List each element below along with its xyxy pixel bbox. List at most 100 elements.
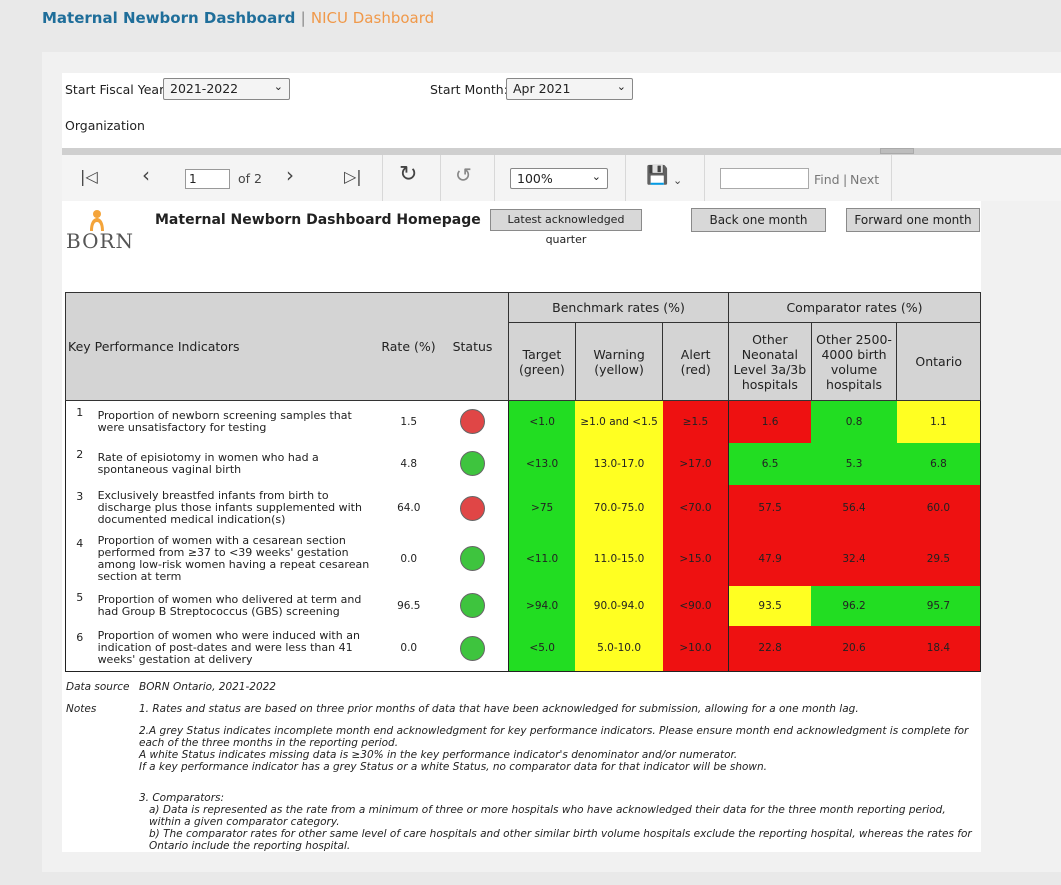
chevron-down-icon[interactable]: ⌄ (673, 174, 683, 187)
kpi-number: 2 (76, 447, 84, 461)
kpi-header: Key Performance Indicators (68, 339, 240, 354)
rate-header: Rate (%) (381, 339, 436, 354)
other-level-cell: 47.9 (728, 531, 812, 586)
kpi-row: 1 Proportion of newborn screening samples… (66, 400, 981, 443)
kpi-number: 5 (76, 590, 84, 604)
kpi-row: 3 Exclusively breastfed infants from birt… (66, 484, 981, 532)
maternal-newborn-link[interactable]: Maternal Newborn Dashboard (42, 9, 296, 27)
other-volume-cell: 32.4 (811, 531, 897, 586)
kpi-name: Exclusively breastfed infants from birth… (97, 489, 362, 526)
alert-cell: <90.0 (662, 585, 729, 626)
kpi-rate: 0.0 (400, 552, 418, 565)
ontario-cell: 95.7 (896, 585, 981, 626)
status-green-icon (460, 546, 486, 571)
kpi-row: 2 Rate of episiotomy in women who had a s… (66, 442, 981, 485)
other-volume-header: Other 2500-4000 birth volume hospitals (810, 322, 898, 401)
parameter-splitter[interactable] (62, 148, 1061, 155)
organization-label: Organization (65, 118, 145, 133)
kpi-name: Proportion of women who delivered at ter… (97, 592, 362, 618)
zoom-value: 100% (517, 171, 553, 186)
ontario-cell: 18.4 (896, 625, 981, 672)
latest-acknowledged-quarter-button[interactable]: Latest acknowledged quarter (490, 209, 642, 246)
data-source-value: BORN Ontario, 2021-2022 (139, 681, 276, 693)
status-green-icon (460, 451, 486, 476)
parameters-area: Start Fiscal Year: 2021-2022 ⌄ Start Mon… (62, 73, 1061, 153)
refresh-icon[interactable]: ↻ (399, 162, 418, 187)
other-volume-cell: 20.6 (811, 625, 897, 672)
find-link[interactable]: Find (814, 172, 840, 187)
back-one-month-button[interactable]: Back one month (691, 208, 826, 232)
kpi-rate: 0.0 (400, 642, 418, 655)
kpi-name: Proportion of women who were induced wit… (97, 629, 360, 667)
warning-cell: ≥1.0 and <1.5 (575, 400, 663, 443)
kpi-rate: 96.5 (397, 599, 421, 612)
kpi-number: 4 (76, 536, 84, 550)
kpi-status-cell (437, 401, 508, 443)
report-toolbar: |◁ ‹ 1 of 2 › ▷| ↻ ↺ 100% ⌄ 💾 ⌄ Find | N… (62, 155, 1061, 201)
fiscal-year-label: Start Fiscal Year: (65, 82, 169, 97)
data-source-label: Data source (66, 681, 130, 693)
last-page-icon[interactable]: ▷| (344, 167, 362, 186)
nicu-dashboard-link[interactable]: NICU Dashboard (310, 9, 435, 27)
kpi-table: Key Performance Indicators Rate (%) Stat… (65, 292, 981, 672)
forward-one-month-button[interactable]: Forward one month (846, 208, 980, 232)
kpi-row: 6 Proportion of women who were induced wi… (66, 625, 981, 672)
note-2c: If a key performance indicator has a gre… (139, 761, 767, 773)
back-arrow-icon[interactable]: ↺ (455, 163, 472, 187)
target-cell: <1.0 (508, 400, 576, 443)
benchmark-header: Benchmark rates (%) (508, 292, 729, 323)
zoom-select[interactable]: 100% ⌄ (510, 168, 608, 189)
fiscal-year-value: 2021-2022 (170, 81, 239, 96)
kpi-table-body: 1 Proportion of newborn screening samples… (66, 400, 981, 672)
kpi-rate: 64.0 (397, 502, 421, 514)
other-level-cell: 6.5 (728, 442, 812, 485)
kpi-status-cell (437, 626, 508, 672)
page-number-input[interactable]: 1 (185, 169, 230, 189)
top-nav: Maternal Newborn Dashboard | NICU Dashbo… (42, 9, 434, 27)
warning-cell: 5.0-10.0 (575, 625, 663, 672)
find-separator: | (843, 172, 848, 187)
previous-page-icon[interactable]: ‹ (142, 163, 150, 187)
ontario-header: Ontario (896, 322, 981, 401)
other-level-cell: 1.6 (728, 400, 812, 443)
status-red-icon (460, 409, 486, 435)
next-page-icon[interactable]: › (286, 163, 294, 187)
collapse-handle[interactable] (880, 148, 914, 154)
kpi-number: 1 (76, 406, 84, 419)
notes-section: Data source BORN Ontario, 2021-2022 Note… (66, 681, 978, 852)
alert-cell: <70.0 (662, 484, 729, 532)
alert-cell: >10.0 (662, 625, 729, 672)
status-green-icon (460, 593, 486, 618)
other-volume-cell: 96.2 (811, 585, 897, 626)
kpi-status-cell (437, 443, 508, 485)
warning-cell: 90.0-94.0 (575, 585, 663, 626)
target-cell: >94.0 (508, 585, 576, 626)
other-level-cell: 93.5 (728, 585, 812, 626)
next-link[interactable]: Next (850, 172, 880, 187)
ontario-cell: 1.1 (896, 400, 981, 443)
save-icon[interactable]: 💾 (646, 165, 669, 186)
other-level-cell: 22.8 (728, 625, 812, 672)
kpi-row: 5 Proportion of women who delivered at te… (66, 585, 981, 626)
other-volume-cell: 5.3 (811, 442, 897, 485)
kpi-number: 3 (76, 489, 84, 503)
note-3b: b) The comparator rates for other same l… (149, 828, 972, 852)
ontario-cell: 6.8 (896, 442, 981, 485)
month-select[interactable]: Apr 2021 ⌄ (506, 78, 633, 100)
born-logo: BORN (66, 209, 136, 253)
other-volume-cell: 56.4 (811, 484, 897, 532)
alert-cell: ≥1.5 (662, 400, 729, 443)
ontario-cell: 60.0 (896, 484, 981, 532)
kpi-row: 4 Proportion of women with a cesarean sec… (66, 531, 981, 586)
nav-separator: | (300, 9, 306, 27)
note-3: 3. Comparators: (139, 792, 225, 804)
alert-cell: >15.0 (662, 531, 729, 586)
alert-cell: >17.0 (662, 442, 729, 485)
chevron-down-icon: ⌄ (273, 80, 283, 93)
first-page-icon[interactable]: |◁ (80, 167, 98, 186)
note-2a: 2.A grey Status indicates incomplete mon… (139, 725, 969, 749)
fiscal-year-select[interactable]: 2021-2022 ⌄ (163, 78, 290, 100)
find-input[interactable] (720, 168, 809, 189)
notes-label: Notes (66, 703, 97, 715)
other-volume-cell: 0.8 (811, 400, 897, 443)
